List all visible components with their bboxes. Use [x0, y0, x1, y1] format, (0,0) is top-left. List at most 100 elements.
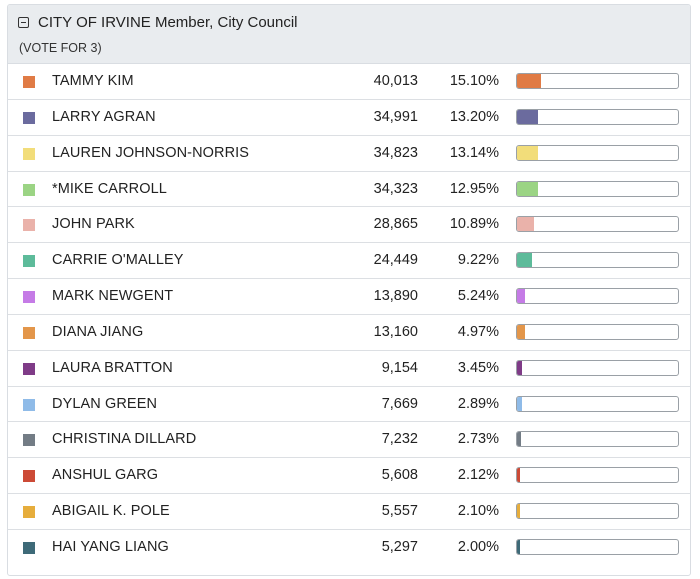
vote-share-fill	[517, 253, 532, 268]
candidate-row: CHRISTINA DILLARD 7,232 2.73%	[8, 422, 690, 459]
vote-share-bar	[516, 431, 679, 448]
vote-share-bar	[516, 395, 679, 412]
candidate-percent: 13.14%	[449, 144, 499, 161]
vote-share-fill	[517, 504, 520, 519]
candidate-row: MARK NEWGENT 13,890 5.24%	[8, 279, 690, 315]
candidate-percent: 3.45%	[457, 359, 499, 376]
candidate-name: JOHN PARK	[52, 216, 135, 233]
candidate-color-swatch	[23, 434, 35, 447]
candidate-color-swatch	[23, 541, 35, 554]
vote-share-fill	[517, 539, 520, 554]
candidate-row: *MIKE CARROLL 34,323 12.95%	[8, 172, 690, 208]
vote-share-fill	[517, 74, 541, 88]
contest-panel: CITY OF IRVINE Member, City Council (VOT…	[7, 4, 691, 576]
vote-share-fill	[517, 181, 538, 196]
candidate-color-swatch	[23, 506, 35, 519]
vote-share-bar	[516, 538, 679, 555]
candidate-name: DIANA JIANG	[52, 323, 144, 340]
vote-share-fill	[517, 324, 525, 339]
candidate-name: *MIKE CARROLL	[52, 180, 167, 197]
candidate-votes: 5,608	[381, 467, 418, 484]
candidate-votes: 28,865	[373, 216, 418, 233]
candidate-percent: 15.10%	[449, 73, 499, 89]
candidate-percent: 2.12%	[457, 467, 499, 484]
candidate-name: CARRIE O'MALLEY	[52, 252, 184, 269]
candidate-name: TAMMY KIM	[52, 73, 134, 89]
candidate-row: HAI YANG LIANG 5,297 2.00%	[8, 530, 690, 566]
candidate-row: TAMMY KIM 40,013 15.10%	[8, 64, 690, 100]
candidate-votes: 40,013	[373, 73, 418, 89]
candidate-row: LAURA BRATTON 9,154 3.45%	[8, 351, 690, 387]
vote-share-fill	[517, 432, 521, 447]
candidate-color-swatch	[23, 147, 35, 160]
candidate-row: LARRY AGRAN 34,991 13.20%	[8, 100, 690, 136]
candidate-name: DYLAN GREEN	[52, 395, 158, 412]
vote-share-bar	[516, 73, 679, 89]
vote-share-bar	[516, 288, 679, 305]
vote-share-bar	[516, 216, 679, 233]
candidate-votes: 34,823	[373, 144, 418, 161]
candidate-name: LAUREN JOHNSON-NORRIS	[52, 144, 250, 161]
vote-share-bar	[516, 144, 679, 161]
vote-share-fill	[517, 145, 538, 160]
candidate-percent: 9.22%	[457, 252, 499, 269]
candidate-color-swatch	[23, 398, 35, 411]
candidate-row: DIANA JIANG 13,160 4.97%	[8, 315, 690, 351]
vote-share-bar	[516, 323, 679, 340]
candidate-name: LARRY AGRAN	[52, 108, 156, 125]
candidate-row: JOHN PARK 28,865 10.89%	[8, 207, 690, 244]
candidate-votes: 5,557	[381, 503, 418, 520]
candidate-name: ANSHUL GARG	[52, 467, 159, 484]
candidate-votes: 13,890	[373, 288, 418, 305]
vote-share-bar	[516, 180, 679, 197]
candidate-color-swatch	[23, 219, 35, 232]
candidate-percent: 5.24%	[457, 288, 499, 305]
candidate-percent: 2.73%	[457, 431, 499, 448]
candidate-percent: 4.97%	[457, 323, 499, 340]
vote-share-fill	[517, 360, 522, 375]
candidate-votes: 5,297	[381, 538, 418, 555]
candidate-row: DYLAN GREEN 7,669 2.89%	[8, 387, 690, 423]
candidate-row: CARRIE O'MALLEY 24,449 9.22%	[8, 243, 690, 280]
candidate-votes: 7,232	[381, 431, 418, 448]
vote-share-fill	[517, 109, 538, 124]
candidate-color-swatch	[23, 183, 35, 196]
candidate-votes: 34,323	[373, 180, 418, 197]
candidate-row: LAUREN JOHNSON-NORRIS 34,823 13.14%	[8, 136, 690, 172]
candidate-votes: 9,154	[381, 359, 418, 376]
results-list: TAMMY KIM 40,013 15.10% LARRY AGRAN 34,991 13…	[8, 64, 690, 566]
vote-share-bar	[516, 252, 679, 269]
vote-share-bar	[516, 503, 679, 520]
vote-share-bar	[516, 359, 679, 376]
candidate-votes: 24,449	[373, 252, 418, 269]
candidate-percent: 2.00%	[457, 538, 499, 555]
candidate-name: MARK NEWGENT	[52, 288, 174, 305]
candidate-percent: 2.10%	[457, 503, 499, 520]
vote-share-fill	[517, 217, 534, 232]
candidate-votes: 34,991	[373, 108, 418, 125]
vote-share-fill	[517, 468, 520, 483]
candidate-name: CHRISTINA DILLARD	[52, 431, 197, 448]
vote-share-fill	[517, 396, 522, 411]
vote-share-bar	[516, 108, 679, 125]
vote-share-bar	[516, 467, 679, 484]
candidate-row: ABIGAIL K. POLE 5,557 2.10%	[8, 494, 690, 530]
candidate-votes: 13,160	[373, 323, 418, 340]
candidate-percent: 13.20%	[449, 108, 499, 125]
candidate-color-swatch	[23, 291, 35, 304]
candidate-color-swatch	[23, 76, 35, 88]
contest-subtitle: (VOTE FOR 3)	[19, 41, 102, 55]
candidate-color-swatch	[23, 326, 35, 339]
candidate-percent: 2.89%	[457, 395, 499, 412]
candidate-color-swatch	[23, 111, 35, 124]
vote-share-fill	[517, 289, 525, 304]
candidate-percent: 10.89%	[449, 216, 499, 233]
contest-header: CITY OF IRVINE Member, City Council (VOT…	[8, 5, 690, 64]
candidate-name: LAURA BRATTON	[52, 359, 173, 376]
collapse-icon[interactable]	[18, 17, 29, 28]
candidate-row: ANSHUL GARG 5,608 2.12%	[8, 458, 690, 495]
candidate-color-swatch	[23, 362, 35, 375]
candidate-votes: 7,669	[381, 395, 418, 412]
candidate-name: HAI YANG LIANG	[52, 538, 169, 555]
candidate-percent: 12.95%	[449, 180, 499, 197]
